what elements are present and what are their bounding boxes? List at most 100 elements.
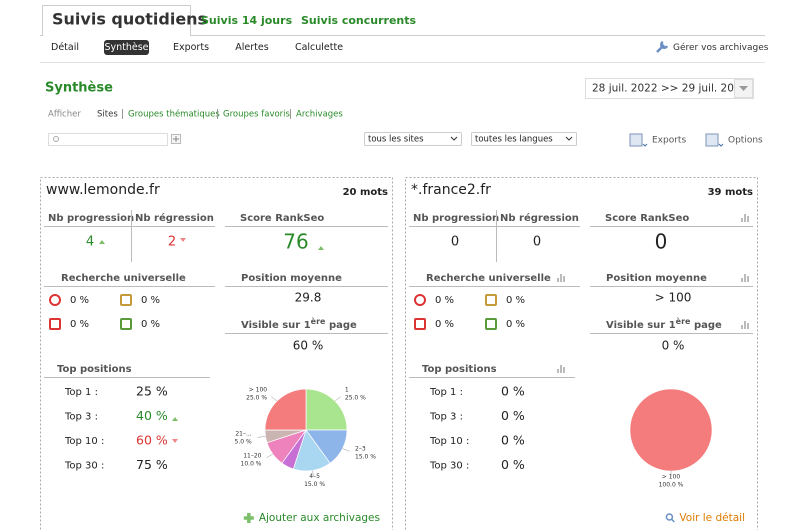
section-header: Position moyenne <box>241 273 342 284</box>
progression-value: 4 <box>86 235 94 250</box>
select[interactable] <box>471 132 577 146</box>
section-header: Visible sur 1ère page <box>241 316 357 332</box>
panel <box>405 177 758 530</box>
universal-icon <box>414 294 426 306</box>
select-value: toutes les langues <box>475 135 553 145</box>
visible-value: 60 % <box>293 339 324 353</box>
universal-icon <box>120 294 132 306</box>
score-value: 76 <box>283 230 308 254</box>
section-header: Position moyenne <box>606 273 707 284</box>
subnav-item[interactable]: Calculette <box>295 42 343 53</box>
section-header: Visible sur 1ère page <box>606 316 722 332</box>
tool-icon <box>629 133 643 147</box>
tab[interactable]: Suivis concurrents <box>301 14 417 27</box>
date-range[interactable]: 28 juil. 2022 >> 29 juil. 2022 <box>592 83 747 95</box>
subnav-item[interactable]: Exports <box>173 42 209 53</box>
tab[interactable]: Suivis 14 jours <box>201 14 293 27</box>
search-icon <box>665 513 674 521</box>
word-count: 39 mots <box>708 187 753 198</box>
progression-value: 0 <box>451 235 459 250</box>
pie-value-label: 15.0 % <box>355 454 376 461</box>
top-label: Top 30 : <box>64 461 104 472</box>
top-value: 40 % <box>136 408 168 423</box>
universal-icon <box>485 318 497 330</box>
stats-icon <box>744 214 746 222</box>
select-value: tous les sites <box>368 135 424 145</box>
section-header: Top positions <box>422 364 497 375</box>
tab[interactable]: Suivis quotidiens <box>52 10 207 29</box>
visible-suffix: page <box>690 320 722 331</box>
filter-option[interactable]: Groupes favoris <box>223 110 291 120</box>
panel-link[interactable]: Ajouter aux archivages <box>259 512 380 524</box>
subnav-item[interactable]: Alertes <box>235 42 268 53</box>
top-value: 0 % <box>501 457 525 472</box>
subnav-item[interactable]: Synthèse <box>104 42 148 53</box>
tool-caret <box>642 143 648 147</box>
select[interactable] <box>364 132 462 146</box>
top-label: Top 3 : <box>64 412 98 423</box>
search-input[interactable] <box>48 133 168 146</box>
pie-value-label: 5.0 % <box>235 438 252 445</box>
pie-label: 2–3 <box>355 446 366 453</box>
top-label: Top 30 : <box>429 461 469 472</box>
pie-leader <box>342 448 350 452</box>
universal-value: 0 % <box>70 295 89 306</box>
avg-position-value: > 100 <box>655 291 692 305</box>
pie-label: 1 <box>345 386 349 393</box>
section-header: Nb progression <box>413 213 499 224</box>
filter-option[interactable]: Archivages <box>296 110 343 120</box>
stats-icon <box>744 321 746 329</box>
pie-leader <box>334 396 341 402</box>
section-header: Recherche universelle <box>61 273 186 284</box>
avg-position-value: 29.8 <box>295 291 322 305</box>
universal-icon <box>120 318 132 330</box>
stats-icon <box>747 276 749 282</box>
stats-icon <box>557 278 559 282</box>
subnav-item[interactable]: Détail <box>51 42 79 53</box>
pie-label: 4–5 <box>309 473 320 480</box>
stats-icon <box>741 218 743 222</box>
tab-active <box>42 5 191 36</box>
top-label: Top 10 : <box>429 436 469 447</box>
visible-prefix: Visible sur 1 <box>241 320 311 331</box>
tool-icon <box>705 133 719 147</box>
archive-link[interactable]: Gérer vos archivages <box>673 42 769 53</box>
regression-value: 0 <box>533 235 541 250</box>
stats-icon <box>741 325 743 329</box>
stats-icon <box>560 365 562 373</box>
pie-value-label: 15.0 % <box>304 481 325 488</box>
pie-slice <box>264 388 307 431</box>
pie-slice <box>305 388 348 431</box>
universal-value: 0 % <box>435 319 454 330</box>
pie-value-label: 10.0 % <box>241 460 262 467</box>
panel-link[interactable]: Voir le détail <box>679 512 745 524</box>
visible-value: 0 % <box>662 339 685 353</box>
tool-button[interactable]: Options <box>728 136 763 146</box>
select-arrow <box>565 136 573 141</box>
section-header: Recherche universelle <box>426 273 551 284</box>
section-header: Top positions <box>57 364 132 375</box>
pie-value-label: 100.0 % <box>659 482 684 489</box>
subnav-active <box>104 40 149 55</box>
pie-leader <box>266 453 273 458</box>
stats-icon <box>747 323 749 329</box>
stats-icon <box>560 274 562 282</box>
visible-prefix: Visible sur 1 <box>606 320 676 331</box>
filter-option[interactable]: Sites <box>97 110 118 120</box>
top-label: Top 1 : <box>429 387 463 398</box>
section-header: Score RankSeo <box>240 213 324 224</box>
pie-label: > 100 <box>249 386 268 393</box>
visible-sup: ère <box>311 316 326 326</box>
pie-leader <box>271 396 278 402</box>
search-icon <box>53 136 59 142</box>
pie-label: 21–... <box>235 430 251 437</box>
visible-suffix: page <box>325 320 357 331</box>
tool-button[interactable]: Exports <box>652 136 686 146</box>
section-header: Nb progression <box>48 213 134 224</box>
pie-value-label: 25.0 % <box>345 394 366 401</box>
top-value: 60 % <box>136 433 168 448</box>
stats-icon <box>557 369 559 373</box>
pie-label: 11–20 <box>243 452 261 459</box>
filter-option[interactable]: Groupes thématiques <box>128 109 220 120</box>
